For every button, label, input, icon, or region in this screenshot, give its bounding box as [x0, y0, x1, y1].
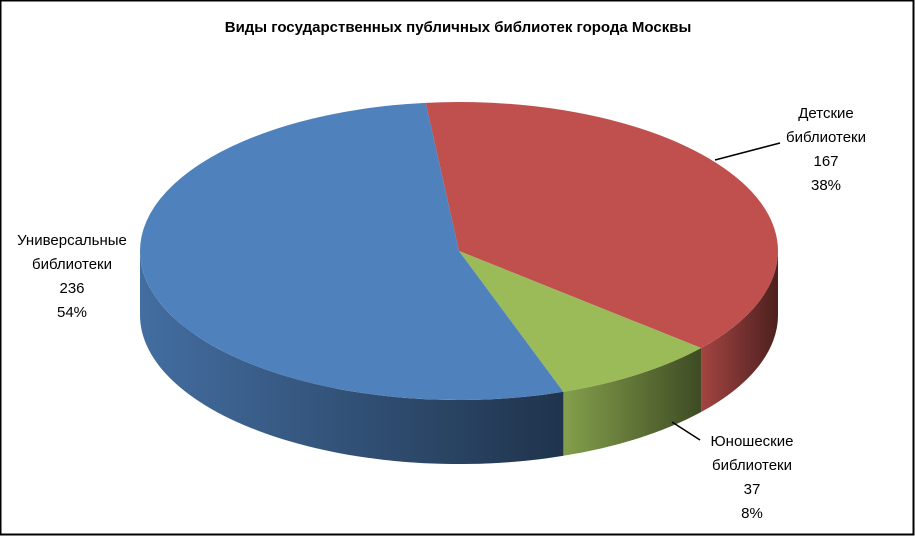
category-label: Универсальные библиотеки: [17, 232, 127, 273]
percent-label: 8%: [741, 505, 763, 522]
value-label: 167: [813, 153, 838, 170]
slice-side-shade: [563, 348, 702, 456]
value-label: 236: [59, 280, 84, 297]
value-label: 37: [744, 481, 761, 498]
leader-line: [714, 142, 781, 161]
category-label: Юношеские библиотеки: [711, 433, 794, 474]
percent-label: 38%: [811, 177, 841, 194]
category-label: Детские библиотеки: [786, 105, 866, 146]
chart-title: Виды государственных публичных библиотек…: [225, 19, 692, 36]
slice-side-shade: [140, 251, 564, 464]
percent-label: 54%: [57, 304, 87, 321]
slice-side-shade: [701, 251, 778, 413]
slice: [425, 102, 778, 349]
slice: [459, 251, 702, 392]
leader-line: [671, 421, 701, 441]
slice: [139, 102, 564, 401]
